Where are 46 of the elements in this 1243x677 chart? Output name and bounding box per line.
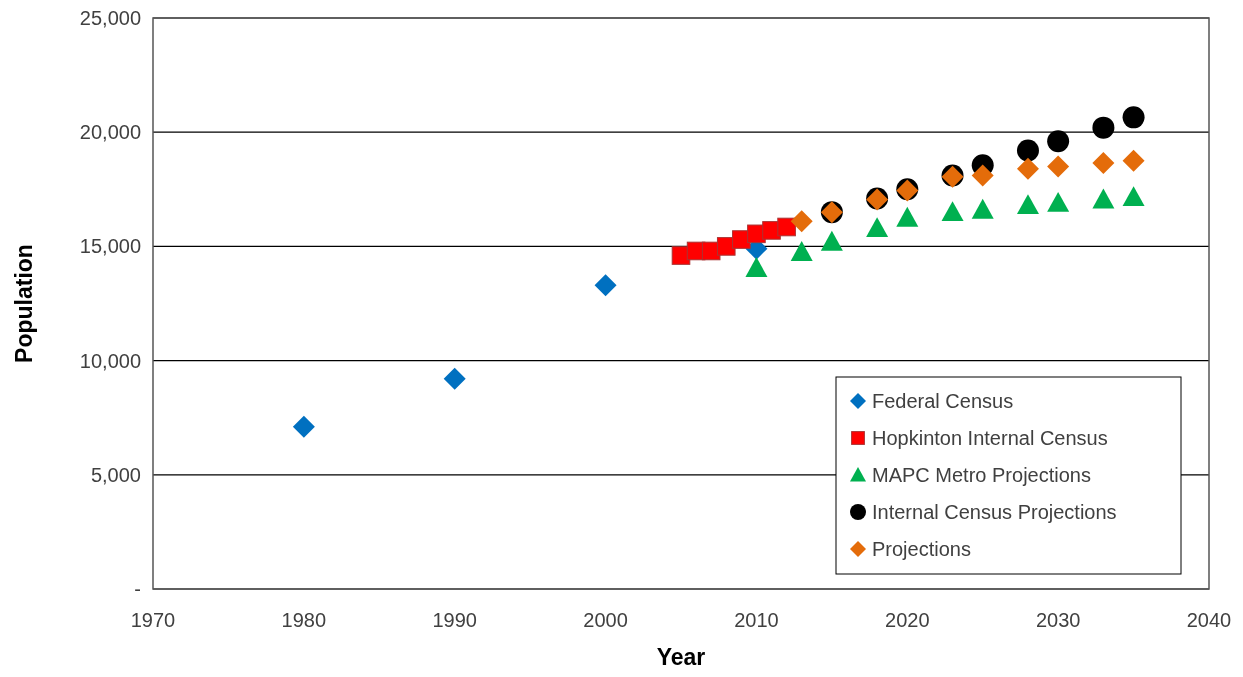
point (941, 201, 964, 221)
x-tick-label: 2040 (1186, 609, 1232, 631)
x-tick-label: 2010 (734, 609, 779, 631)
y-tick-label: - (134, 578, 141, 600)
x-tick-label: 1990 (432, 609, 477, 631)
point (1122, 186, 1145, 207)
point (896, 206, 919, 227)
point (790, 210, 813, 233)
x-tick-label: 2020 (885, 609, 930, 631)
y-tick-label: 10,000 (79, 349, 141, 372)
y-tick-label: 20,000 (79, 121, 141, 144)
point (1092, 188, 1115, 209)
point (1122, 149, 1145, 172)
x-tick-label: 1970 (130, 609, 176, 631)
point (1047, 155, 1070, 178)
point (594, 274, 617, 297)
point (790, 241, 813, 261)
point (443, 367, 466, 390)
y-tick-label: 5,000 (90, 463, 141, 486)
legend-label: Hopkinton Internal Census (872, 427, 1108, 449)
legend-label: Internal Census Projections (872, 501, 1117, 523)
x-tick-label: 2000 (583, 609, 628, 631)
y-tick-label: 25,000 (79, 7, 141, 29)
point (1047, 192, 1070, 212)
point (1092, 116, 1115, 139)
x-axis-title: Year (656, 644, 706, 670)
point (866, 217, 889, 237)
point (777, 217, 796, 237)
point (292, 415, 315, 438)
point (1092, 152, 1115, 175)
point (1122, 106, 1145, 129)
point (1016, 139, 1039, 162)
legend-label: Federal Census (872, 390, 1014, 412)
point (820, 230, 843, 251)
point (745, 257, 768, 277)
x-tick-label: 1980 (281, 609, 327, 631)
x-tick-label: 2030 (1035, 609, 1081, 631)
y-axis-title: Population (11, 244, 37, 363)
legend-label: Projections (872, 538, 971, 560)
point (1016, 194, 1039, 215)
y-tick-label: 15,000 (79, 235, 141, 258)
point (1047, 130, 1070, 153)
point (1016, 157, 1039, 180)
point (971, 198, 994, 219)
point (971, 164, 994, 187)
legend-label: MAPC Metro Projections (872, 464, 1091, 486)
